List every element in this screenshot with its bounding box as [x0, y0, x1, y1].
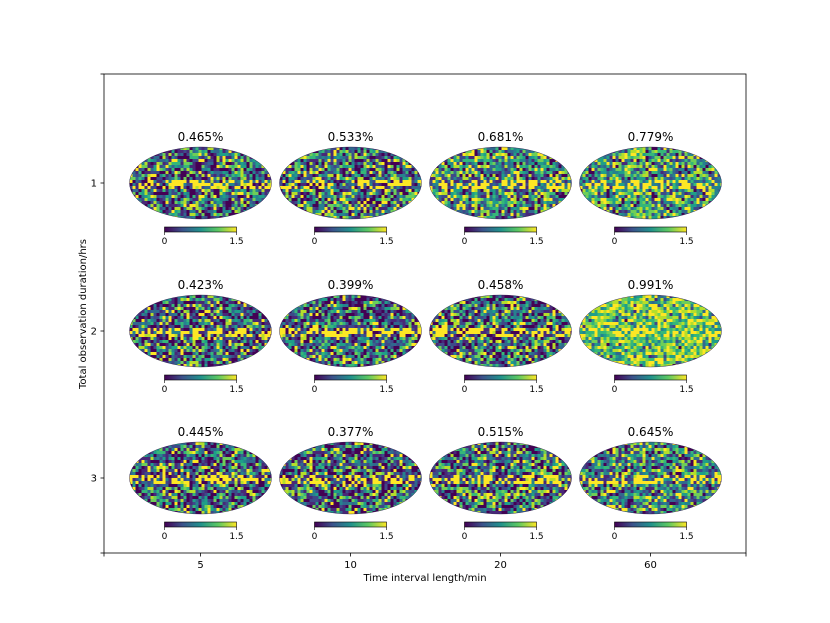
sky-map: [279, 442, 422, 514]
x-axis: 5 10 20 60: [103, 553, 747, 571]
x-tick-label: 60: [644, 560, 657, 571]
colorbar-tick-label: 1.5: [229, 532, 243, 542]
colorbar-tick-label: 0: [462, 532, 468, 542]
colorbar-tick-label: 1.5: [379, 237, 393, 247]
colorbar: [314, 374, 387, 381]
panel-title: 0.991%: [628, 278, 674, 292]
map-panel: 0.458% 0 1.5: [429, 278, 572, 395]
panel-title: 0.779%: [628, 130, 674, 144]
map-panel: 0.645% 0 1.5: [579, 425, 722, 542]
colorbar-tick-label: 0: [612, 237, 618, 247]
colorbar-tick-label: 0: [462, 237, 468, 247]
sky-map: [129, 147, 272, 219]
colorbar-tick-label: 1.5: [679, 385, 693, 395]
colorbar: [314, 521, 387, 528]
map-panel: 0.465% 0 1.5: [129, 130, 272, 247]
panel-title: 0.515%: [478, 425, 524, 439]
x-tick-label: 20: [494, 560, 507, 571]
colorbar-tick-label: 0: [312, 532, 318, 542]
sky-map: [279, 295, 422, 367]
colorbar: [164, 521, 237, 528]
panel-title: 0.533%: [328, 130, 374, 144]
y-tick-label: 1: [91, 179, 97, 190]
colorbar-tick-label: 1.5: [229, 237, 243, 247]
colorbar: [164, 374, 237, 381]
panel-grid: 0.465% 0 1.5 0.533% 0 1.5 0.681% 0 1.5 0.779% 0 1.5…: [129, 130, 722, 542]
colorbar: [614, 226, 687, 233]
y-tick-label: 2: [91, 327, 97, 338]
colorbar: [464, 374, 537, 381]
sky-map: [429, 147, 572, 219]
colorbar-tick-label: 1.5: [679, 237, 693, 247]
colorbar-tick-label: 0: [462, 385, 468, 395]
map-panel: 0.533% 0 1.5: [279, 130, 422, 247]
colorbar-tick-label: 0: [312, 385, 318, 395]
colorbar: [464, 226, 537, 233]
x-tick-label: 10: [344, 560, 357, 571]
x-tick-label: 5: [197, 560, 203, 571]
colorbar-tick-label: 0: [162, 237, 168, 247]
map-panel: 0.423% 0 1.5: [129, 278, 272, 395]
colorbar-tick-label: 1.5: [529, 385, 543, 395]
y-axis-label: Total observation duration/hrs: [78, 239, 89, 390]
map-panel: 0.445% 0 1.5: [129, 425, 272, 542]
sky-map: [429, 295, 572, 367]
y-axis: 1 2 3: [91, 73, 104, 554]
colorbar-tick-label: 1.5: [379, 532, 393, 542]
x-axis-label: Time interval length/min: [362, 573, 486, 584]
map-panel: 0.515% 0 1.5: [429, 425, 572, 542]
panel-title: 0.645%: [628, 425, 674, 439]
sky-map: [579, 295, 722, 367]
colorbar-tick-label: 0: [162, 385, 168, 395]
map-panel: 0.399% 0 1.5: [279, 278, 422, 395]
colorbar-tick-label: 1.5: [529, 532, 543, 542]
axes-frame: [103, 73, 747, 554]
colorbar-tick-label: 1.5: [229, 385, 243, 395]
y-tick-label: 3: [91, 474, 97, 485]
map-panel: 0.377% 0 1.5: [279, 425, 422, 542]
colorbar: [164, 226, 237, 233]
panel-title: 0.445%: [178, 425, 224, 439]
colorbar: [614, 374, 687, 381]
colorbar-tick-label: 1.5: [379, 385, 393, 395]
colorbar-tick-label: 1.5: [679, 532, 693, 542]
colorbar: [464, 521, 537, 528]
panel-title: 0.377%: [328, 425, 374, 439]
colorbar-tick-label: 0: [612, 532, 618, 542]
sky-map: [579, 147, 722, 219]
sky-map: [279, 147, 422, 219]
sky-map: [129, 442, 272, 514]
colorbar-tick-label: 0: [612, 385, 618, 395]
colorbar: [314, 226, 387, 233]
panel-title: 0.465%: [178, 130, 224, 144]
sky-map: [579, 442, 722, 514]
map-panel: 0.779% 0 1.5: [579, 130, 722, 247]
panel-title: 0.423%: [178, 278, 224, 292]
map-panel: 0.681% 0 1.5: [429, 130, 572, 247]
panel-title: 0.458%: [478, 278, 524, 292]
colorbar-tick-label: 0: [162, 532, 168, 542]
panel-title: 0.399%: [328, 278, 374, 292]
colorbar-tick-label: 0: [312, 237, 318, 247]
sky-map: [429, 442, 572, 514]
panel-title: 0.681%: [478, 130, 524, 144]
colorbar-tick-label: 1.5: [529, 237, 543, 247]
colorbar: [614, 521, 687, 528]
sky-map: [129, 295, 272, 367]
map-panel: 0.991% 0 1.5: [579, 278, 722, 395]
